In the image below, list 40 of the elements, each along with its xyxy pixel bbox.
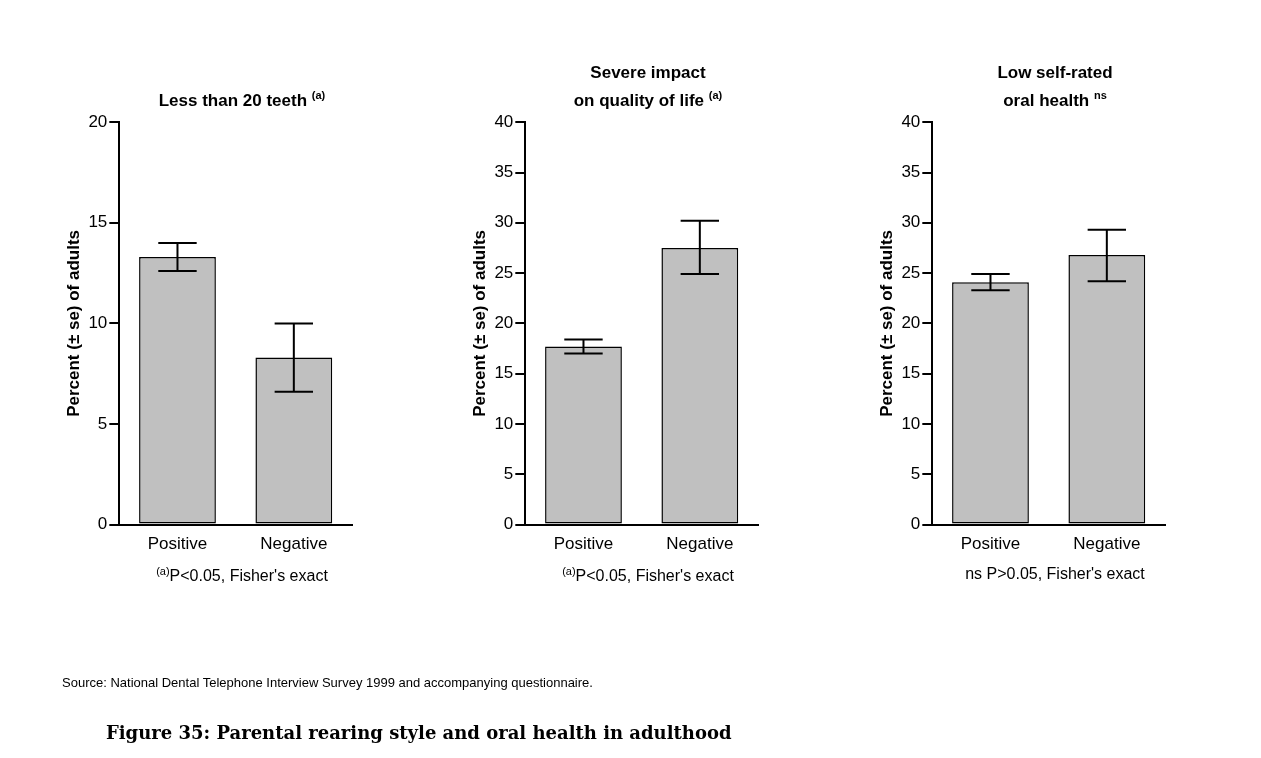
y-tick-label: 20 xyxy=(901,313,921,333)
y-tick-label: 35 xyxy=(901,162,921,182)
x-tick-label: Negative xyxy=(1073,534,1141,554)
x-tick-label: Positive xyxy=(960,534,1021,554)
y-tick-label: 10 xyxy=(494,413,514,433)
y-tick-label: 5 xyxy=(503,463,514,483)
x-tick-label: Positive xyxy=(147,534,208,554)
y-tick-label: 0 xyxy=(910,514,921,534)
y-tick-label: 15 xyxy=(901,363,921,383)
y-tick-label: 0 xyxy=(97,514,108,534)
y-tick-label: 20 xyxy=(494,313,514,333)
y-tick-label: 15 xyxy=(88,212,108,232)
y-tick-label: 40 xyxy=(494,111,514,131)
chart-title: Less than 20 teeth $^{(a)}$ xyxy=(157,88,327,112)
y-axis-title: Percent (± se) of adults xyxy=(63,229,83,417)
chart-title: Severe impact on quality of life $^{(a)}$ xyxy=(572,62,724,112)
y-tick-label: 0 xyxy=(503,514,514,534)
y-tick-label: 25 xyxy=(901,262,921,282)
source-note: Source: National Dental Telephone Interview Survey 1999 and accompanying questionnaire. xyxy=(62,675,593,690)
x-tick-label: Negative xyxy=(666,534,734,554)
y-tick-label: 5 xyxy=(97,413,108,433)
y-tick-label: 10 xyxy=(88,313,108,333)
caption: Figure 35: Parental rearing style and oral health in adulthood xyxy=(106,722,732,743)
y-tick-label: 5 xyxy=(910,463,921,483)
x-tick-label: Positive xyxy=(553,534,614,554)
y-tick-label: 20 xyxy=(88,111,108,131)
text: $^{(a)}$P<0.05, Fisher's exact xyxy=(155,565,329,586)
y-axis-title: Percent (± se) of adults xyxy=(876,229,896,417)
text: ns P>0.05, Fisher's exact xyxy=(964,565,1146,583)
y-tick-label: 15 xyxy=(494,363,514,383)
x-tick-label: Negative xyxy=(260,534,328,554)
y-tick-label: 40 xyxy=(901,111,921,131)
text: $^{(a)}$P<0.05, Fisher's exact xyxy=(561,565,735,586)
y-tick-label: 25 xyxy=(494,262,514,282)
y-axis-title: Percent (± se) of adults xyxy=(469,229,489,417)
y-tick-label: 30 xyxy=(494,212,514,232)
y-tick-label: 35 xyxy=(494,162,514,182)
y-tick-label: 30 xyxy=(901,212,921,232)
y-tick-label: 10 xyxy=(901,413,921,433)
chart-title: Low self-rated oral health $^{ns}$ xyxy=(996,62,1114,112)
